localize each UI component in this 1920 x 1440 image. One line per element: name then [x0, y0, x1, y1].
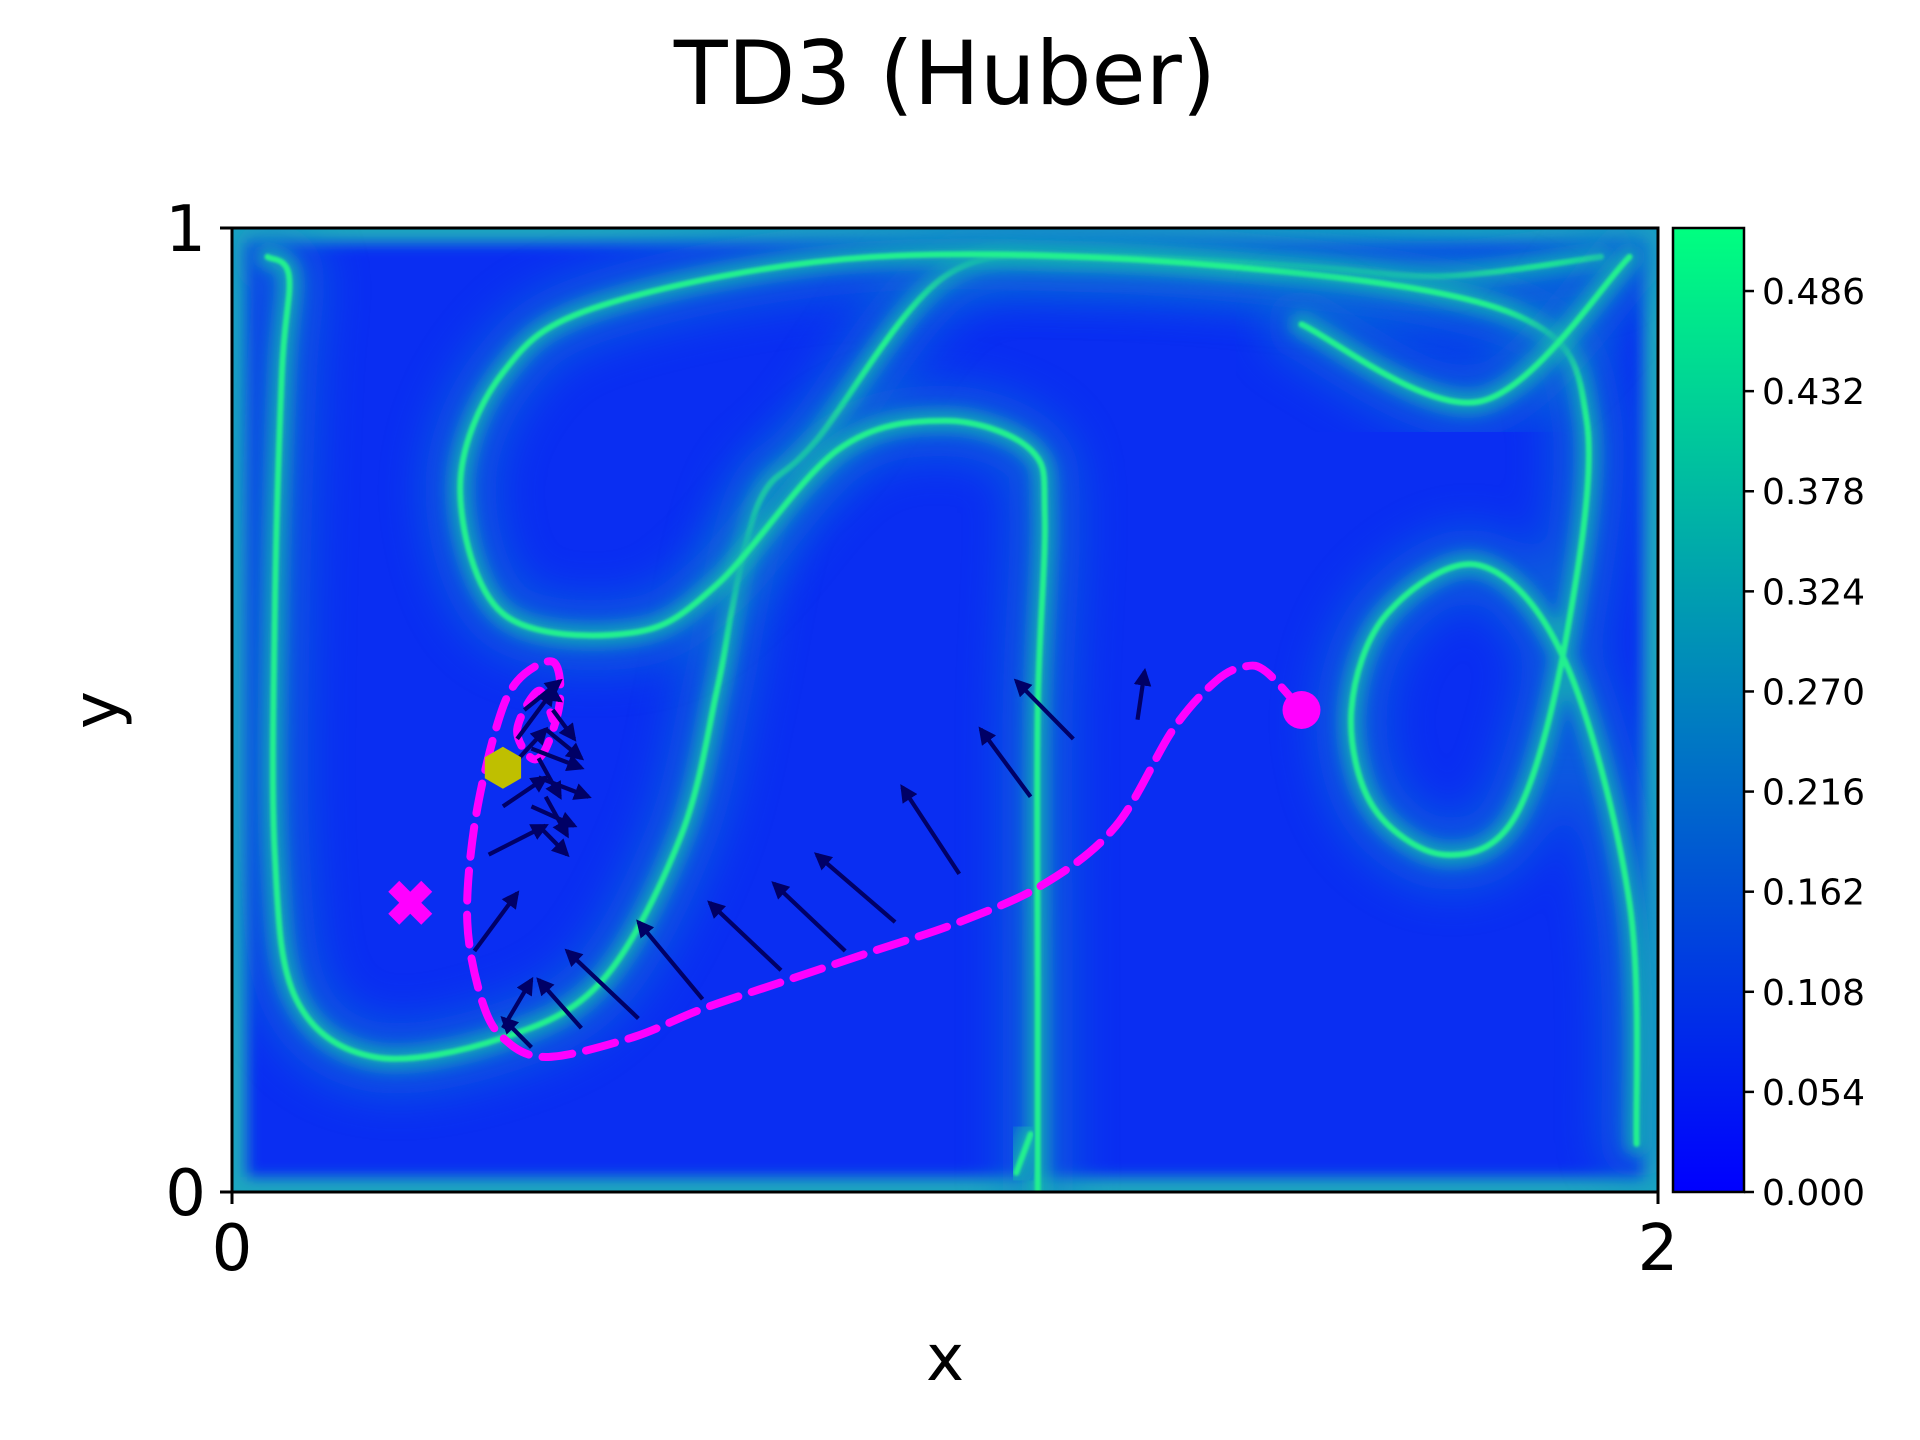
x-tick-label: 0 — [212, 1212, 253, 1286]
plot-frame — [230, 226, 1660, 1194]
chart-title: TD3 (Huber) — [673, 22, 1216, 125]
action-arrow-22 — [551, 708, 577, 742]
action-arrows — [472, 667, 1152, 1049]
colorbar-tick-label: 0.324 — [1762, 572, 1865, 613]
final-hexagon-marker — [484, 746, 522, 789]
action-arrow-9 — [536, 977, 583, 1030]
start-marker — [1282, 691, 1321, 729]
ridge-core-1 — [457, 251, 1641, 1192]
y-axis: 01 — [165, 193, 232, 1231]
y-axis-label: y — [60, 691, 134, 729]
colorbar-tick-label: 0.054 — [1762, 1073, 1865, 1114]
action-arrow-3 — [900, 784, 962, 876]
colorbar-gradient — [1671, 226, 1746, 1194]
action-arrow-5 — [771, 881, 847, 953]
action-arrow-4 — [813, 852, 897, 924]
action-arrow-21 — [544, 727, 585, 761]
action-arrow-12 — [472, 890, 520, 953]
action-arrow-13 — [487, 823, 549, 857]
action-arrow-24 — [537, 824, 570, 858]
colorbar-tick-label: 0.216 — [1762, 773, 1865, 814]
trajectory-path — [463, 657, 1306, 1061]
colorbar-tick-label: 0.162 — [1762, 873, 1865, 914]
colorbar-tick-label: 0.486 — [1762, 272, 1865, 313]
action-arrow-1 — [1013, 678, 1075, 741]
ridge-core-2 — [1298, 253, 1633, 406]
action-arrow-25 — [536, 757, 562, 800]
action-arrow-8 — [564, 948, 640, 1021]
action-arrow-6 — [707, 900, 783, 972]
trajectory-layer — [463, 657, 1306, 1061]
y-tick-label: 1 — [165, 193, 206, 267]
target-x-marker — [388, 880, 433, 925]
action-arrow-11 — [501, 976, 534, 1030]
colorbar-tick-label: 0.000 — [1762, 1173, 1865, 1214]
x-tick-label: 2 — [1638, 1212, 1679, 1286]
field-ridges — [232, 228, 1658, 1192]
action-arrow-7 — [636, 919, 705, 1001]
action-arrow-14 — [501, 775, 549, 809]
colorbar-ticks: 0.000 0.054 0.108 0.162 0.216 0.270 0.324 0.378… — [1744, 272, 1865, 1214]
plot-area — [232, 228, 1658, 1192]
y-tick-label: 0 — [165, 1157, 206, 1231]
action-arrow-0 — [1133, 667, 1152, 720]
colorbar-tick-label: 0.432 — [1762, 372, 1865, 413]
colorbar: 0.000 0.054 0.108 0.162 0.216 0.270 0.324 0.378… — [1671, 226, 1865, 1214]
x-axis-label: x — [926, 1322, 964, 1396]
action-arrow-2 — [978, 726, 1033, 799]
action-arrow-23 — [543, 795, 569, 839]
ridge-core-3 — [1013, 1131, 1034, 1176]
action-arrow-18 — [530, 746, 585, 771]
markers — [388, 691, 1321, 925]
colorbar-tick-label: 0.378 — [1762, 472, 1865, 513]
action-arrow-26 — [543, 685, 563, 703]
colorbar-tick-label: 0.270 — [1762, 672, 1865, 713]
colorbar-tick-label: 0.108 — [1762, 973, 1865, 1014]
